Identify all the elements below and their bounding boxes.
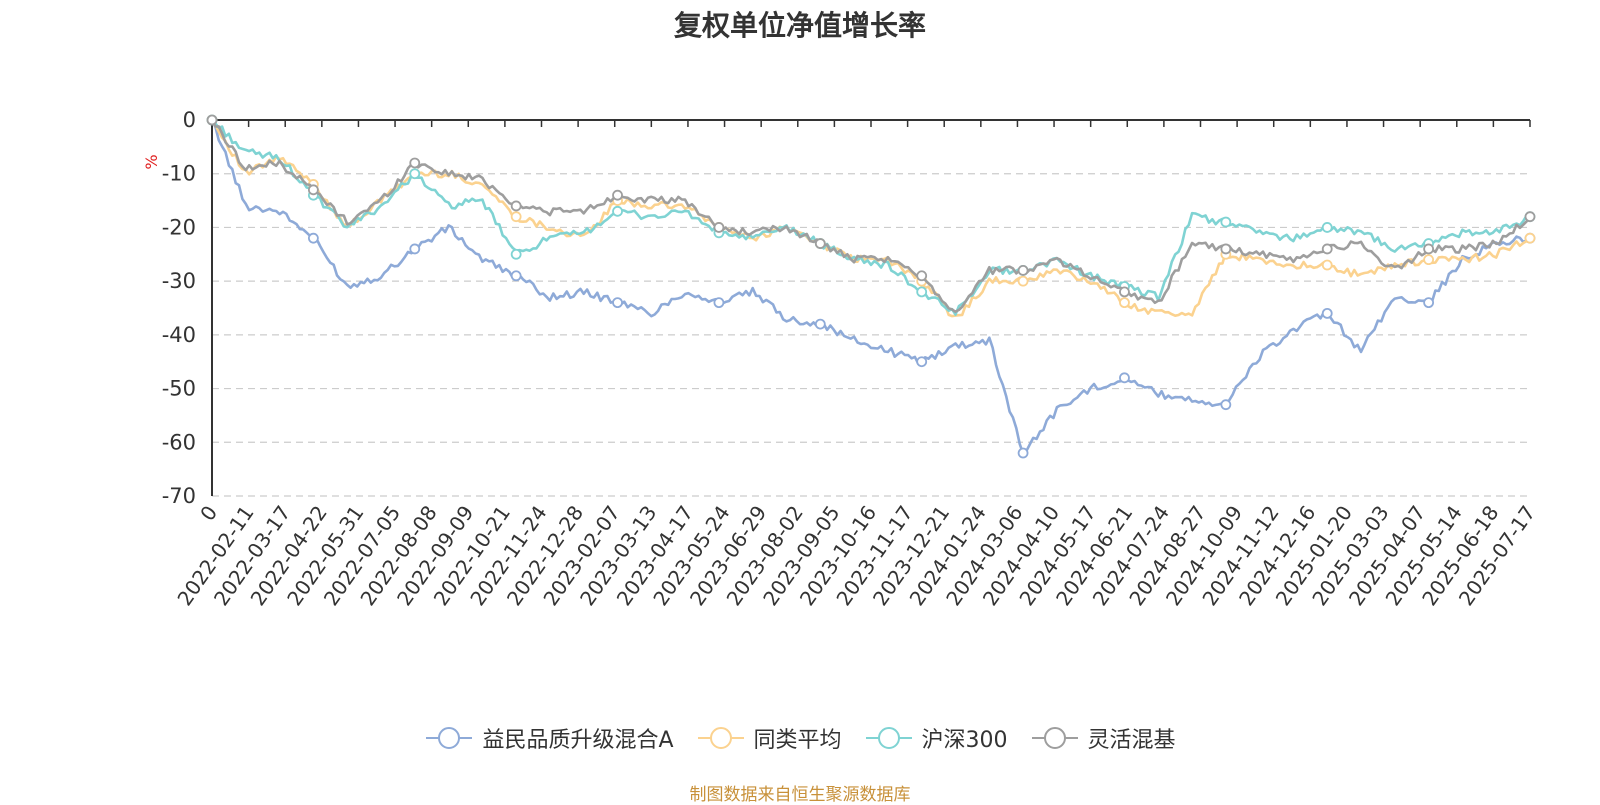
data-point [307,232,319,244]
data-point [510,211,522,223]
y-tick-label: 0 [183,108,196,132]
legend-label: 益民品质升级混合A [482,728,674,753]
data-point [1524,232,1536,244]
data-point [612,189,623,201]
axes: 0-10-20-30-40-50-60-70%02022-02-112022-0… [142,108,1540,610]
series-lines [206,114,1536,459]
data-point [206,114,218,126]
y-tick-label: -40 [162,323,196,347]
x-tick-label: 0 [195,501,222,525]
series-line [210,119,1532,314]
data-point [1017,275,1029,287]
data-point [916,356,928,368]
data-point [1321,307,1333,319]
data-point [916,270,928,282]
data-point [1119,297,1130,309]
data-point [713,222,725,233]
series-line [210,119,1531,455]
data-point [510,270,522,282]
legend-item[interactable]: 沪深300 [864,722,1008,754]
data-point [409,243,421,255]
y-tick-label: -20 [162,215,196,239]
legend-label: 沪深300 [921,728,1008,753]
legend-swatch-icon [865,727,912,749]
series-line [211,119,1531,316]
chart-title: 复权单位净值增长率 [673,9,926,42]
y-tick-label: -10 [162,162,196,186]
legend-swatch-icon [697,727,744,749]
data-point [1220,243,1232,255]
data-point [1321,259,1333,271]
data-point [510,200,522,212]
legend-swatch-icon [1031,727,1078,749]
data-point [713,297,725,309]
y-tick-label: -50 [162,377,196,401]
data-point [1423,254,1435,266]
data-point [409,157,421,169]
y-axis-label: % [142,154,161,169]
data-point [1423,297,1435,309]
legend: 益民品质升级混合A 同类平均 沪深300 灵活混基 [0,722,1600,754]
data-point [1220,399,1232,411]
data-point [409,168,421,180]
data-point [1321,222,1333,233]
data-point [307,184,319,196]
grid-lines [212,173,1530,497]
legend-swatch-icon [426,727,473,749]
data-point [612,297,623,309]
y-tick-label: -60 [162,430,196,454]
legend-item[interactable]: 益民品质升级混合A [424,722,674,754]
data-point [1017,264,1029,276]
data-point [1119,286,1130,298]
data-point [814,318,826,330]
data-point [916,286,928,298]
legend-label: 同类平均 [753,728,842,753]
data-point [814,238,826,249]
legend-item[interactable]: 灵活混基 [1030,722,1176,754]
data-point [510,248,522,260]
series-line [210,119,1531,318]
data-point [1017,447,1029,459]
source-note: 制图数据来自恒生聚源数据库 [689,785,911,805]
data-point [1119,372,1130,384]
legend-item[interactable]: 同类平均 [696,722,842,754]
y-tick-label: -30 [162,269,196,293]
data-point [612,205,623,217]
legend-label: 灵活混基 [1087,728,1176,753]
data-point [1423,243,1435,255]
data-point [1220,216,1232,228]
data-point [1321,243,1333,255]
y-tick-label: -70 [162,484,196,508]
data-point [1524,211,1536,223]
